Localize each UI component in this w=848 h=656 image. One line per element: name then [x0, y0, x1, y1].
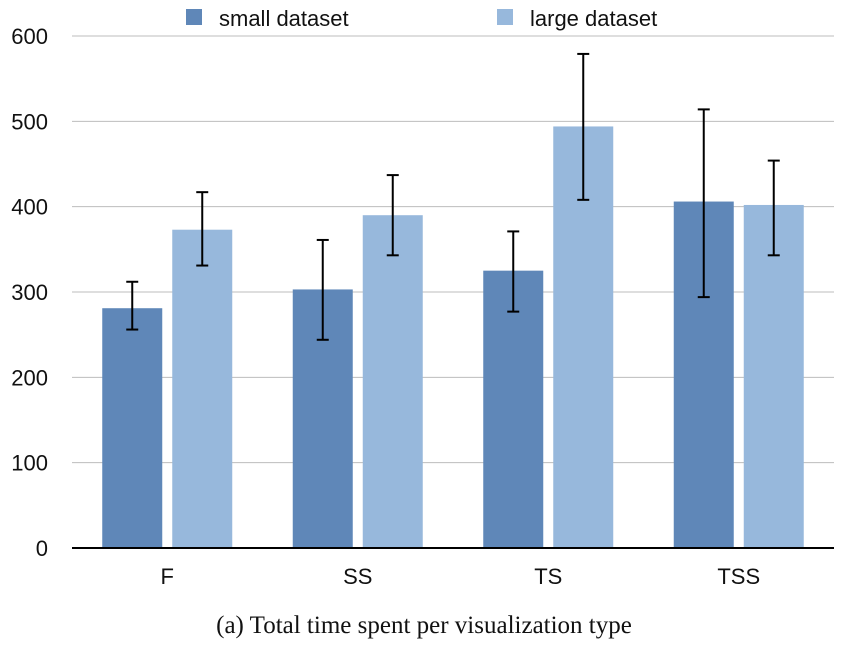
x-tick-label: TSS — [717, 564, 760, 589]
legend-swatch-large — [497, 9, 513, 25]
bar-chart: 0 100 200 300 400 500 600 F SS TS TSS small datase… — [11, 6, 834, 589]
y-tick-label: 300 — [11, 280, 48, 305]
bar-large-ss — [362, 215, 423, 548]
y-tick-label: 500 — [11, 109, 48, 134]
error-bar-large-ts — [577, 52, 590, 201]
bars — [102, 126, 804, 548]
bar-large-f — [172, 229, 233, 548]
bar-small-ts — [483, 270, 544, 548]
y-tick-label: 200 — [11, 365, 48, 390]
legend-label-small: small dataset — [219, 6, 349, 31]
error-bar-small-ss — [316, 238, 329, 341]
error-bar-small-f — [126, 280, 139, 331]
legend: small dataset large dataset — [186, 6, 657, 31]
error-bar-large-tss — [767, 159, 780, 257]
x-tick-label: TS — [534, 564, 562, 589]
error-bar-large-f — [196, 191, 209, 267]
error-bar-large-ss — [386, 174, 399, 257]
bar-large-tss — [743, 204, 804, 548]
x-tick-label: F — [161, 564, 174, 589]
error-bar-small-tss — [697, 108, 710, 299]
bar-small-f — [102, 308, 163, 548]
y-tick-label: 600 — [11, 24, 48, 49]
y-tick-label: 0 — [36, 536, 48, 561]
figure-caption: (a) Total time spent per visualization t… — [216, 612, 632, 639]
legend-swatch-small — [186, 9, 202, 25]
y-tick-label: 400 — [11, 195, 48, 220]
axes: 0 100 200 300 400 500 600 F SS TS TSS — [11, 24, 834, 589]
legend-label-large: large dataset — [530, 6, 657, 31]
error-bar-small-ts — [507, 230, 520, 313]
error-bars — [126, 52, 780, 341]
x-tick-label: SS — [343, 564, 372, 589]
y-tick-label: 100 — [11, 451, 48, 476]
